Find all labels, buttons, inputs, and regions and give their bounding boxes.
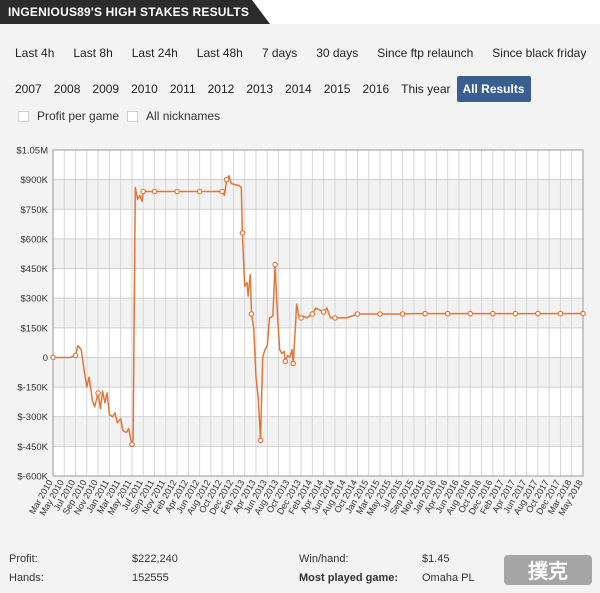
series-line bbox=[53, 174, 584, 446]
page-title: INGENIOUS89'S HIGH STAKES RESULTS bbox=[0, 0, 270, 24]
grid-band bbox=[53, 179, 583, 210]
filter-button-2010[interactable]: 2010 bbox=[131, 82, 158, 96]
data-point bbox=[72, 352, 79, 359]
all-nicknames-checkbox[interactable] bbox=[127, 110, 139, 122]
watermark-text: 撲克 bbox=[528, 559, 568, 583]
stats-panel: Profit: $222,240 Win/hand: $1.45 Hands: … bbox=[0, 543, 600, 593]
data-point bbox=[129, 441, 135, 448]
all-nicknames-label: All nicknames bbox=[146, 109, 221, 123]
data-point bbox=[444, 310, 451, 317]
data-point bbox=[512, 310, 519, 317]
data-point bbox=[151, 188, 158, 195]
y-tick-label: $-150K bbox=[17, 383, 48, 394]
y-tick-label: $-300K bbox=[17, 412, 48, 423]
y-tick-label: $750K bbox=[21, 205, 49, 216]
filter-button-last-8h[interactable]: Last 8h bbox=[73, 46, 113, 60]
hands-value: 152555 bbox=[132, 572, 169, 584]
filter-button-2016[interactable]: 2016 bbox=[362, 82, 390, 96]
most-played-value: Omaha PL bbox=[422, 572, 475, 584]
data-point bbox=[309, 311, 316, 317]
header: INGENIOUS89'S HIGH STAKES RESULTS bbox=[0, 0, 600, 24]
data-point bbox=[239, 230, 246, 236]
y-tick-label: $-600K bbox=[17, 472, 48, 483]
filter-button-this-year[interactable]: This year bbox=[401, 82, 451, 96]
hands-label: Hands: bbox=[9, 572, 44, 584]
data-point bbox=[95, 390, 101, 396]
y-tick-label: $-450K bbox=[17, 442, 48, 453]
data-point bbox=[223, 176, 230, 183]
filter-button-2012[interactable]: 2012 bbox=[207, 82, 235, 96]
data-point bbox=[489, 310, 496, 317]
y-tick-label: $1.05M bbox=[16, 146, 48, 157]
data-point bbox=[298, 315, 304, 321]
filter-button-2015[interactable]: 2015 bbox=[323, 82, 351, 96]
data-point bbox=[467, 310, 474, 317]
y-tick-label: $450K bbox=[21, 264, 49, 275]
data-point bbox=[354, 311, 361, 317]
data-point bbox=[248, 311, 255, 317]
profit-value: $222,240 bbox=[132, 553, 178, 565]
data-point bbox=[422, 310, 428, 317]
profit-label: Profit: bbox=[9, 553, 38, 565]
data-point bbox=[377, 311, 383, 317]
filter-button-2013[interactable]: 2013 bbox=[246, 82, 274, 96]
filter-button-30-days[interactable]: 30 days bbox=[316, 46, 359, 60]
filter-button-last-4h[interactable]: Last 4h bbox=[15, 46, 55, 60]
data-point bbox=[557, 310, 564, 317]
filter-button-last-48h[interactable]: Last 48h bbox=[196, 46, 243, 60]
filter-button-all-results[interactable]: All Results bbox=[456, 76, 531, 102]
profit-per-game-label: Profit per game bbox=[37, 109, 120, 123]
y-tick-label: $300K bbox=[21, 294, 49, 305]
data-point bbox=[580, 310, 586, 317]
y-tick-label: $900K bbox=[21, 175, 49, 186]
data-point bbox=[50, 354, 56, 361]
period-filter-row: Last 4h Last 8h Last 24h Last 48h 7 days 30 d… bbox=[9, 40, 599, 66]
filter-button-7-days[interactable]: 7 days bbox=[261, 46, 298, 60]
filter-button-since-ftp-relaunch[interactable]: Since ftp relaunch bbox=[377, 46, 474, 60]
filter-button-2009[interactable]: 2009 bbox=[92, 82, 120, 96]
results-chart: $1.05M $900K $750K $600K $450K $300K $150K 0 $-1… bbox=[0, 120, 600, 540]
data-point bbox=[290, 360, 296, 367]
filter-button-2011[interactable]: 2011 bbox=[169, 82, 196, 96]
grid-band bbox=[53, 416, 583, 447]
filter-button-last-24h[interactable]: Last 24h bbox=[131, 46, 178, 60]
watermark-logo: 撲克 bbox=[504, 555, 592, 585]
year-filter-row: 2007 2008 2009 2010 2011 2012 2013 2014 2015 2016… bbox=[9, 76, 531, 102]
filter-button-2014[interactable]: 2014 bbox=[285, 82, 312, 96]
data-point bbox=[332, 315, 338, 321]
data-point bbox=[272, 261, 278, 268]
winhand-label: Win/hand: bbox=[299, 553, 349, 565]
grid-band bbox=[53, 357, 583, 388]
filter-button-2008[interactable]: 2008 bbox=[53, 82, 81, 96]
all-nicknames-option[interactable]: All nicknames bbox=[127, 109, 220, 123]
filter-button-since-black-friday[interactable]: Since black friday bbox=[492, 46, 587, 60]
most-played-label: Most played game: bbox=[299, 572, 399, 584]
data-point bbox=[535, 310, 541, 317]
data-point bbox=[174, 188, 180, 195]
profit-per-game-checkbox[interactable] bbox=[18, 110, 29, 122]
data-point bbox=[399, 311, 406, 317]
data-point bbox=[219, 188, 225, 195]
data-point bbox=[196, 188, 203, 195]
data-point bbox=[140, 188, 147, 195]
filter-button-2007[interactable]: 2007 bbox=[15, 82, 42, 96]
profit-per-game-option[interactable]: Profit per game bbox=[18, 109, 119, 123]
grid-band bbox=[53, 238, 583, 269]
options-row: Profit per game All nicknames bbox=[18, 109, 228, 123]
y-tick-label: 0 bbox=[43, 353, 48, 364]
winhand-value: $1.45 bbox=[422, 553, 450, 565]
results-chart-svg: $1.05M $900K $750K $600K $450K $300K $150K 0 $-1… bbox=[16, 146, 586, 517]
data-point bbox=[320, 309, 327, 315]
y-tick-label: $150K bbox=[21, 323, 49, 334]
data-point bbox=[282, 358, 289, 365]
data-point bbox=[257, 437, 264, 444]
y-tick-label: $600K bbox=[21, 234, 49, 245]
